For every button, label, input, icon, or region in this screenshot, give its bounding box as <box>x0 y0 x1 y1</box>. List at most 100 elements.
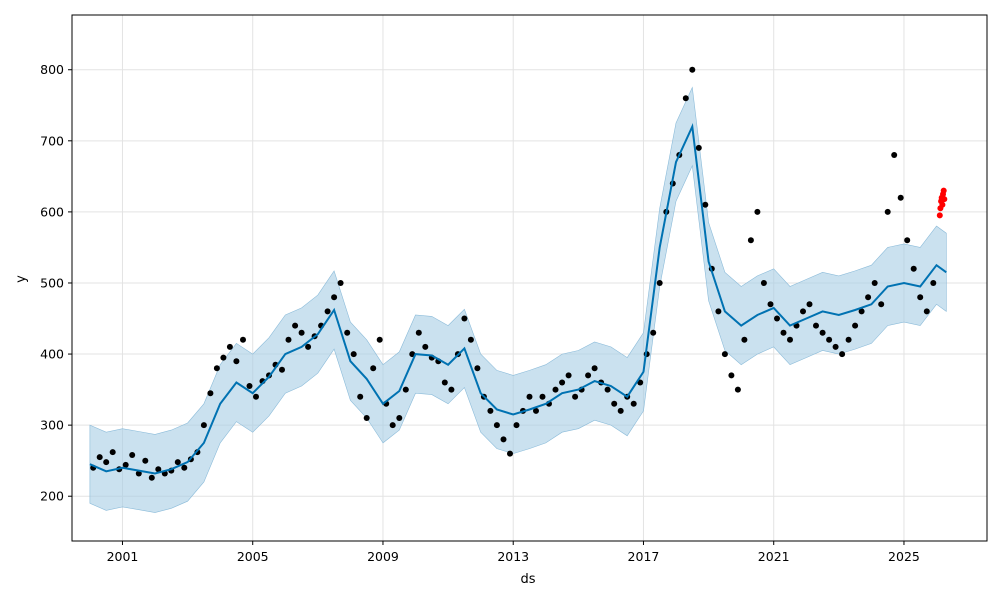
y-axis-label: y <box>14 275 29 283</box>
observed-point <box>103 459 110 466</box>
highlighted-point <box>936 212 943 219</box>
x-tick-label: 2001 <box>107 549 139 564</box>
observed-point <box>734 386 741 393</box>
y-tick-label: 700 <box>40 133 64 148</box>
observed-point <box>904 237 911 244</box>
highlighted-point <box>940 187 947 194</box>
forecast-line <box>89 122 947 475</box>
observed-point <box>884 208 891 215</box>
observed-point <box>213 365 220 372</box>
highlighted-point <box>939 201 946 208</box>
observed-point <box>350 351 357 358</box>
observed-point <box>878 301 885 308</box>
observed-point <box>148 474 155 481</box>
x-tick-label: 2021 <box>758 549 790 564</box>
observed-point <box>389 422 396 429</box>
observed-point <box>207 390 214 397</box>
observed-point <box>298 329 305 336</box>
observed-point <box>819 329 826 336</box>
observed-point <box>109 449 116 456</box>
uncertainty-band <box>89 86 947 513</box>
observed-point <box>637 379 644 386</box>
observed-point <box>461 315 468 322</box>
highlighted-point <box>941 196 948 203</box>
observed-point <box>539 393 546 400</box>
observed-point <box>656 280 663 286</box>
observed-point <box>441 379 448 386</box>
observed-points <box>90 66 937 481</box>
observed-point <box>507 450 513 457</box>
observed-point <box>741 336 748 343</box>
observed-point <box>344 329 351 336</box>
observed-point <box>754 208 761 215</box>
highlighted-points <box>936 187 948 219</box>
observed-point <box>800 308 806 315</box>
observed-point <box>487 407 494 414</box>
observed-point <box>910 265 917 272</box>
observed-point <box>200 422 207 429</box>
observed-point <box>787 336 793 343</box>
y-tick-label: 600 <box>40 204 64 219</box>
observed-point <box>689 66 696 73</box>
observed-point <box>715 308 722 315</box>
observed-point <box>858 308 865 315</box>
observed-point <box>845 336 852 343</box>
observed-point <box>467 336 474 343</box>
observed-point <box>611 400 618 407</box>
observed-point <box>702 201 709 208</box>
observed-point <box>839 351 846 358</box>
observed-point <box>728 372 735 379</box>
observed-point <box>415 329 422 336</box>
observed-point <box>337 280 344 286</box>
y-tick-label: 800 <box>40 62 64 77</box>
observed-point <box>396 415 403 421</box>
observed-point <box>617 407 624 414</box>
observed-point <box>448 386 455 393</box>
observed-point <box>513 422 520 429</box>
observed-point <box>142 457 149 464</box>
observed-point <box>363 415 370 421</box>
observed-point <box>253 393 259 400</box>
observed-point <box>917 294 924 301</box>
observed-point <box>135 470 142 477</box>
x-axis-ticks: 2001 2005 2009 2013 2017 2021 2025 <box>107 541 920 564</box>
plot-frame <box>71 14 988 542</box>
y-tick-label: 300 <box>40 418 64 433</box>
observed-point <box>767 301 774 308</box>
x-axis-label: ds <box>520 572 535 587</box>
y-tick-label: 200 <box>40 489 64 504</box>
observed-point <box>826 336 833 343</box>
y-axis-ticks: 200 300 400 500 600 700 800 <box>40 62 72 504</box>
observed-point <box>565 372 572 379</box>
observed-point <box>559 379 566 386</box>
y-tick-label: 400 <box>40 347 64 362</box>
observed-point <box>526 393 533 400</box>
observed-point <box>370 365 377 372</box>
observed-point <box>500 436 507 443</box>
observed-point <box>226 343 233 350</box>
observed-point <box>122 461 129 468</box>
observed-point <box>292 322 299 329</box>
observed-point <box>813 322 819 329</box>
x-tick-label: 2025 <box>888 549 920 564</box>
observed-point <box>891 152 898 158</box>
x-tick-label: 2005 <box>237 549 269 564</box>
observed-point <box>630 400 637 407</box>
observed-point <box>865 294 872 301</box>
observed-point <box>760 280 767 286</box>
observed-point <box>585 372 592 379</box>
observed-point <box>155 466 162 473</box>
observed-point <box>357 393 364 400</box>
observed-point <box>246 383 253 389</box>
observed-point <box>832 343 839 350</box>
observed-point <box>552 386 559 393</box>
observed-point <box>650 329 657 336</box>
observed-point <box>604 386 611 393</box>
observed-point <box>572 393 579 400</box>
y-tick-label: 500 <box>40 275 64 290</box>
observed-point <box>493 422 500 429</box>
observed-point <box>682 95 689 102</box>
observed-point <box>774 315 780 322</box>
observed-point <box>533 407 539 414</box>
